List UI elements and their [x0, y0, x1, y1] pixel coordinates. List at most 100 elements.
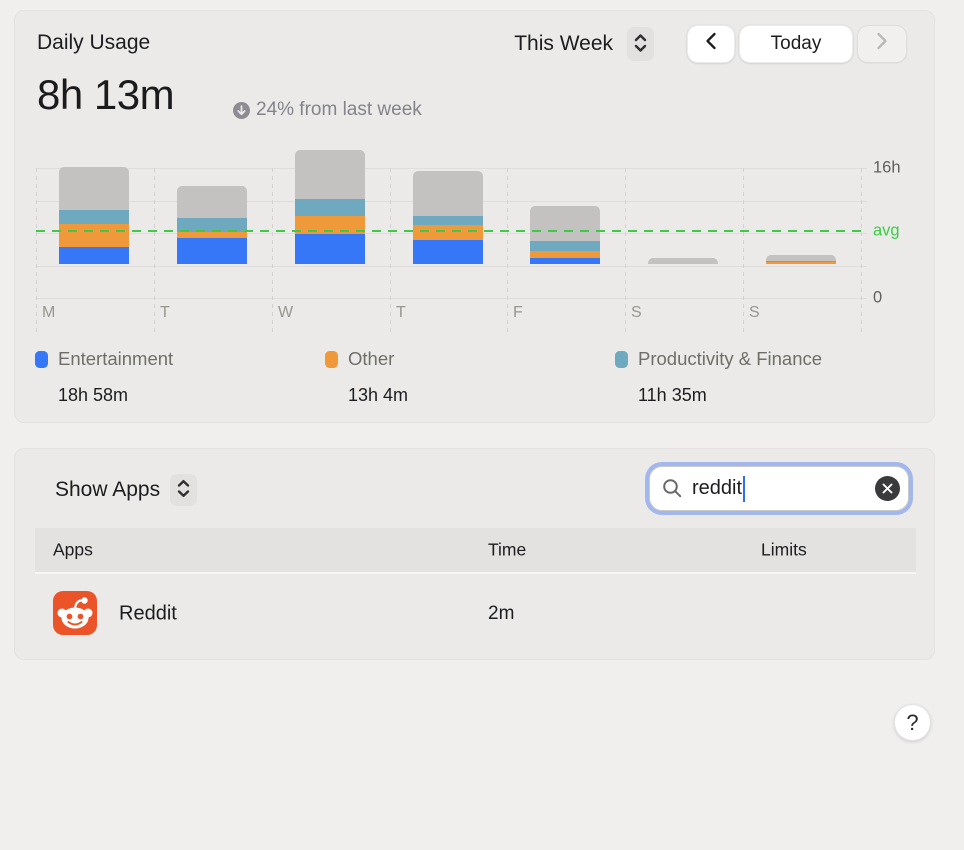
down-arrow-circle-icon: [233, 101, 250, 119]
bar-segment-Productivity & Finance: [59, 209, 129, 224]
show-apps-label: Show Apps: [55, 478, 161, 501]
chevron-left-icon: [705, 32, 717, 56]
bar-segment-Entertainment: [59, 246, 129, 264]
legend-label: Other: [348, 348, 395, 369]
legend-duration: 18h 58m: [58, 385, 129, 405]
help-button[interactable]: ?: [894, 704, 931, 741]
show-apps-control: Show Apps: [55, 474, 198, 506]
vertical-gridline: [390, 168, 391, 332]
bar-segment-Productivity & Finance: [295, 198, 365, 216]
x-axis-label: M: [42, 304, 56, 321]
page-title: Daily Usage: [37, 31, 151, 54]
app-name: Reddit: [119, 602, 177, 624]
bar-segment-uncategorized: [766, 254, 836, 261]
up-down-chevrons-icon: [177, 479, 190, 501]
vertical-gridline: [36, 168, 37, 332]
vertical-gridline: [861, 168, 862, 332]
up-down-chevrons-icon: [634, 33, 647, 56]
vertical-gridline: [154, 168, 155, 332]
bar-segment-Other: [766, 262, 836, 264]
vertical-gridline: [272, 168, 273, 332]
vertical-gridline: [625, 168, 626, 332]
text-caret: [743, 475, 746, 502]
bar-day-S-5: [648, 257, 718, 264]
x-axis-label: S: [631, 304, 642, 321]
next-period-button[interactable]: [857, 25, 907, 63]
legend-item-entertainment: Entertainment 18h 58m: [35, 348, 173, 406]
app-time: 2m: [488, 602, 515, 624]
legend-label: Entertainment: [58, 348, 174, 369]
x-axis-label: F: [513, 304, 523, 321]
show-apps-stepper[interactable]: [170, 474, 198, 506]
x-axis-label: S: [749, 304, 760, 321]
reddit-app-icon: [53, 591, 97, 635]
y-axis-max-label: 16h: [873, 158, 901, 177]
legend-item-productivity-finance: Productivity & Finance 11h 35m: [615, 348, 822, 406]
bar-segment-Entertainment: [530, 257, 600, 264]
legend-duration: 11h 35m: [638, 385, 707, 405]
previous-period-button[interactable]: [687, 25, 735, 63]
today-button[interactable]: Today: [739, 25, 853, 63]
date-nav-group: Today: [687, 25, 907, 63]
avg-line-label: avg: [873, 221, 900, 240]
x-axis-label: T: [396, 304, 406, 321]
bar-day-F-4: [530, 205, 600, 264]
productivity-finance-swatch: [615, 350, 628, 368]
vertical-gridline: [743, 168, 744, 332]
bar-segment-Other: [530, 251, 600, 258]
average-line: [36, 230, 867, 233]
bar-day-W-2: [295, 150, 365, 264]
bar-segment-Entertainment: [177, 238, 247, 264]
bar-segment-Other: [59, 223, 129, 247]
legend-duration: 13h 4m: [348, 385, 409, 405]
table-row[interactable]: Reddit 2m: [35, 576, 916, 651]
bar-segment-Other: [177, 231, 247, 238]
bar-segment-uncategorized: [177, 185, 247, 218]
bar-segment-Productivity & Finance: [530, 240, 600, 251]
legend-label: Productivity & Finance: [638, 348, 823, 369]
bar-day-T-3: [413, 170, 483, 264]
delta-text: 24% from last week: [256, 99, 422, 120]
bar-segment-Productivity & Finance: [766, 260, 836, 263]
apps-card: Show Apps reddit: [14, 448, 935, 660]
bar-segment-Productivity & Finance: [413, 216, 483, 225]
column-header-apps: Apps: [53, 539, 93, 560]
column-header-time: Time: [488, 539, 527, 560]
apps-table-header: Apps Time Limits: [35, 528, 916, 574]
bar-day-M-0: [59, 167, 129, 264]
bar-segment-uncategorized: [59, 167, 129, 210]
bar-segment-uncategorized: [295, 150, 365, 199]
search-input[interactable]: reddit: [649, 466, 909, 511]
period-stepper[interactable]: [627, 27, 654, 61]
horizontal-gridline: [36, 265, 867, 267]
period-label: This Week: [514, 32, 613, 55]
bar-segment-uncategorized: [648, 257, 718, 264]
other-swatch: [325, 350, 338, 368]
usage-chart: M T W T F S S 16h avg 0: [36, 150, 926, 333]
entertainment-swatch: [35, 350, 48, 368]
vertical-gridline: [507, 168, 508, 332]
daily-usage-card: Daily Usage This Week Today: [14, 10, 935, 423]
horizontal-gridline: [36, 168, 867, 169]
bar-segment-uncategorized: [413, 170, 483, 217]
usage-delta: 24% from last week: [233, 99, 422, 121]
bar-segment-Productivity & Finance: [177, 217, 247, 232]
bar-day-S-6: [766, 254, 836, 264]
clear-search-button[interactable]: [875, 476, 900, 501]
horizontal-gridline: [36, 298, 867, 299]
total-usage-value: 8h 13m: [37, 71, 175, 118]
x-axis-label: W: [278, 304, 294, 321]
bar-segment-Entertainment: [295, 233, 365, 264]
bar-segment-uncategorized: [530, 205, 600, 241]
bar-segment-Other: [295, 215, 365, 234]
chevron-right-icon: [876, 32, 888, 56]
search-value: reddit: [692, 477, 743, 499]
x-axis-label: T: [160, 304, 170, 321]
bar-day-T-1: [177, 185, 247, 264]
bar-segment-Entertainment: [413, 239, 483, 264]
search-icon: [662, 478, 683, 499]
close-icon: [882, 483, 893, 494]
legend-item-other: Other 13h 4m: [325, 348, 408, 406]
column-header-limits: Limits: [761, 539, 807, 560]
